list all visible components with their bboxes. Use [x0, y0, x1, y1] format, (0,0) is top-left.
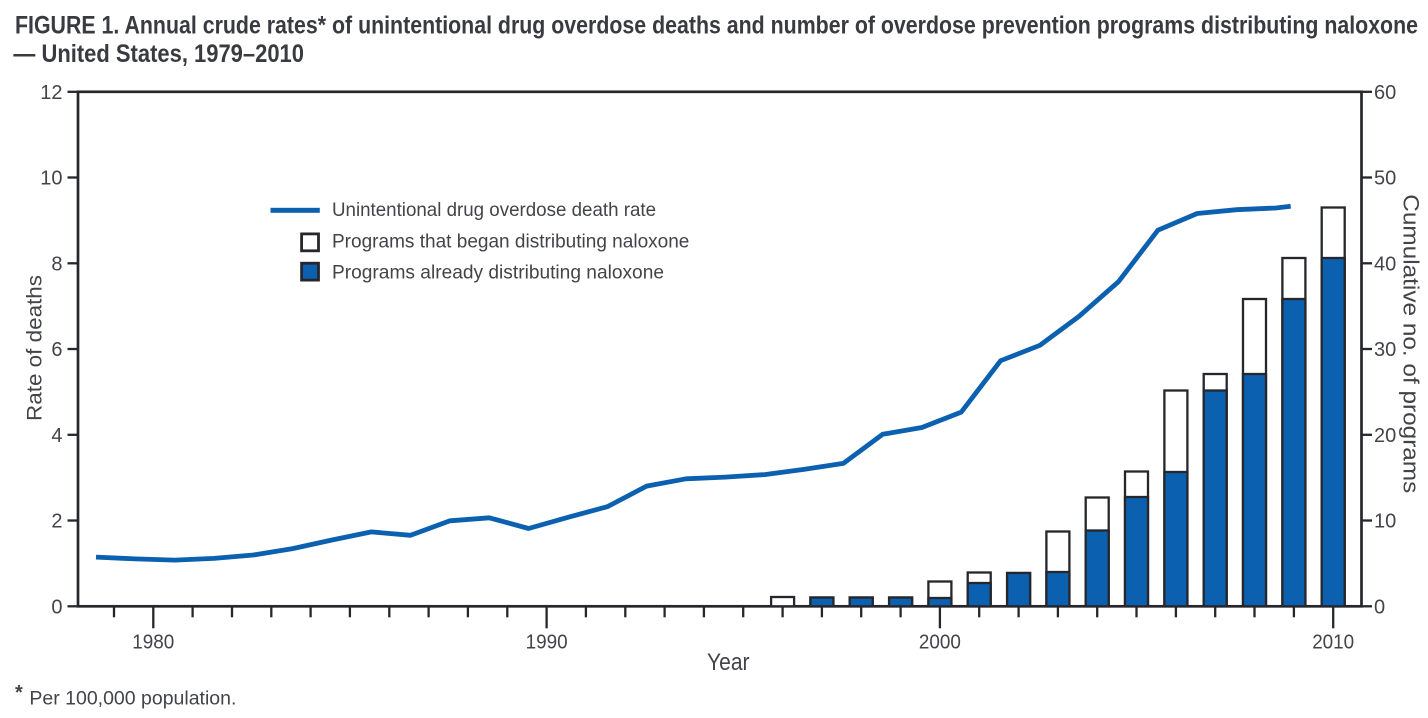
svg-text:Per 100,000 population.: Per 100,000 population. [29, 688, 236, 709]
svg-text:Year: Year [707, 649, 750, 676]
svg-text:0: 0 [51, 596, 62, 618]
svg-text:*: * [15, 682, 23, 704]
svg-text:10: 10 [1374, 511, 1396, 533]
svg-text:Unintentional drug overdose de: Unintentional drug overdose death rate [332, 199, 656, 221]
svg-text:— United States, 1979–2010: — United States, 1979–2010 [13, 40, 304, 68]
svg-text:8: 8 [51, 253, 62, 275]
svg-text:1990: 1990 [526, 631, 568, 653]
svg-text:50: 50 [1374, 168, 1396, 190]
svg-text:2010: 2010 [1312, 631, 1354, 653]
svg-text:60: 60 [1374, 82, 1396, 104]
svg-text:Cumulative no. of programs: Cumulative no. of programs [1399, 194, 1424, 493]
svg-text:20: 20 [1374, 425, 1396, 447]
svg-text:0: 0 [1374, 596, 1385, 618]
svg-text:Programs already distributing: Programs already distributing naloxone [332, 262, 664, 284]
svg-text:1980: 1980 [132, 631, 174, 653]
svg-text:30: 30 [1374, 339, 1396, 361]
svg-text:Rate of deaths: Rate of deaths [24, 275, 47, 421]
svg-text:Programs that began distributi: Programs that began distributing naloxon… [332, 231, 689, 253]
svg-text:2: 2 [51, 511, 62, 533]
svg-text:10: 10 [40, 168, 62, 190]
svg-text:12: 12 [40, 82, 62, 104]
svg-text:FIGURE 1. Annual crude rates*: FIGURE 1. Annual crude rates* of uninten… [15, 12, 1418, 40]
svg-text:6: 6 [51, 339, 62, 361]
svg-text:4: 4 [51, 425, 62, 447]
svg-text:40: 40 [1374, 253, 1396, 275]
svg-text:2000: 2000 [919, 631, 961, 653]
